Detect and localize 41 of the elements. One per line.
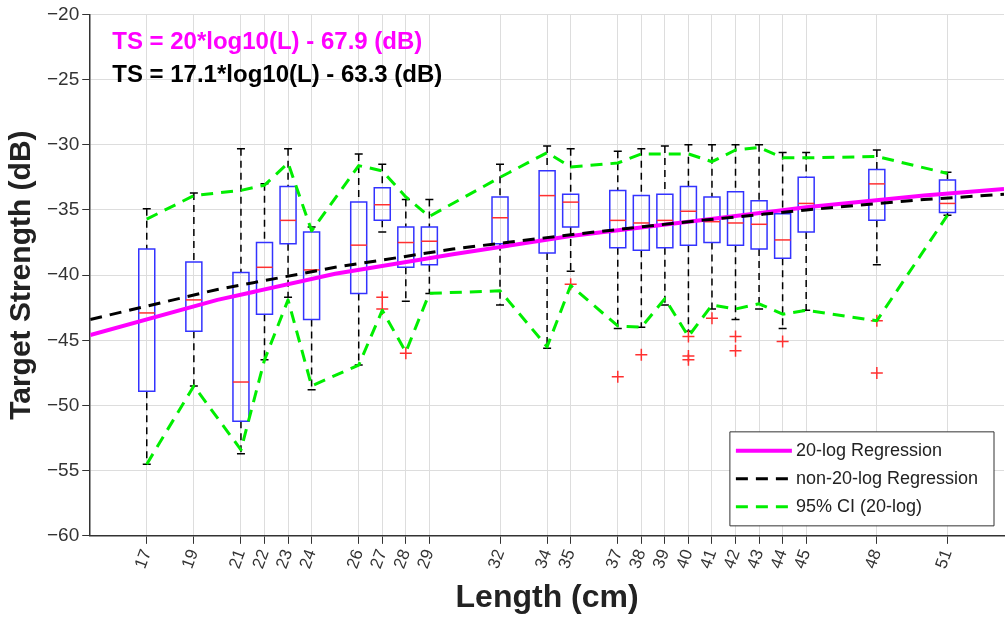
x-tick-label: 34 — [530, 546, 556, 572]
x-tick-label: 23 — [271, 546, 297, 572]
x-tick-label: 51 — [931, 546, 956, 572]
x-tick-label: 44 — [766, 546, 791, 572]
y-tick-label: −60 — [47, 524, 80, 546]
line-series — [145, 145, 949, 233]
y-tick-label: −50 — [47, 393, 80, 415]
y-tick-label: −55 — [47, 458, 80, 480]
y-tick-label: −25 — [47, 67, 80, 89]
y-tick-label: −30 — [47, 133, 80, 154]
x-tick-label: 29 — [413, 546, 438, 572]
x-tick-label: 43 — [742, 546, 768, 572]
x-tick-label: 17 — [130, 546, 155, 572]
x-tick-label: 35 — [554, 546, 579, 572]
x-tick-label: 45 — [790, 546, 815, 572]
x-tick-label: 27 — [366, 546, 391, 572]
x-tick-label: 41 — [695, 546, 721, 572]
x-tick-label: 48 — [860, 546, 885, 572]
x-tick-label: 38 — [625, 546, 650, 572]
x-tick-label: 40 — [672, 546, 697, 572]
x-tick-label: 28 — [389, 546, 414, 572]
x-tick-label: 24 — [295, 546, 320, 572]
y-tick-label: −40 — [47, 263, 80, 285]
y-axis-title: Target Strength (dB) — [3, 130, 37, 420]
x-tick-label: 19 — [177, 546, 203, 572]
x-tick-label: 32 — [483, 546, 509, 572]
x-tick-label: 21 — [224, 546, 250, 572]
x-tick-label: 39 — [648, 546, 674, 572]
legend-label: 95% CI (20-log) — [795, 495, 922, 516]
x-tick-label: 37 — [601, 546, 626, 572]
x-tick-label: 26 — [342, 546, 367, 572]
legend-label: non-20-log Regression — [795, 467, 978, 488]
y-tick-label: −45 — [47, 328, 80, 350]
x-axis-title: Length (cm) — [455, 577, 639, 614]
x-tick-label: 42 — [719, 546, 744, 572]
x-tick-label: 22 — [248, 546, 273, 572]
y-tick-label: −20 — [47, 2, 80, 24]
annotation: TS = 17.1*log10(L) - 63.3 (dB) — [112, 60, 443, 88]
y-tick-label: −35 — [47, 198, 80, 220]
annotation: TS = 20*log10(L) - 67.9 (dB) — [112, 27, 423, 55]
legend-label: 20-log Regression — [795, 439, 942, 460]
